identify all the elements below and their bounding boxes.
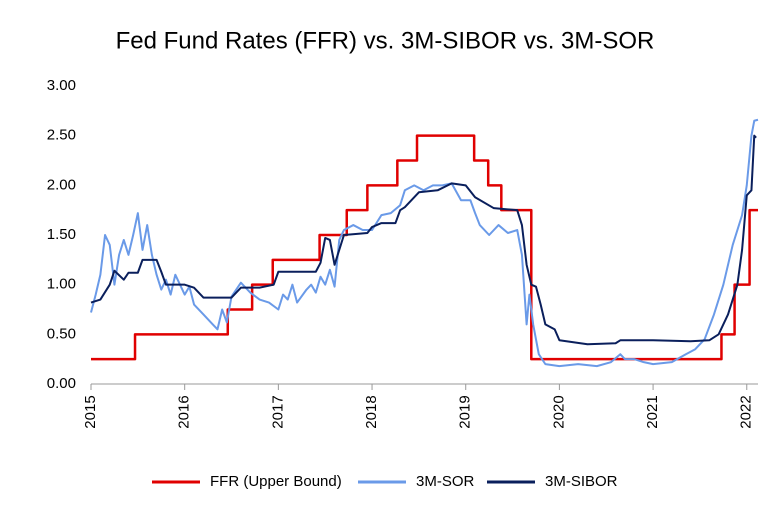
legend-label: 3M-SIBOR <box>545 473 618 490</box>
x-tick-label: 2021 <box>644 395 661 428</box>
chart-title: Fed Fund Rates (FFR) vs. 3M-SIBOR vs. 3M… <box>116 27 655 54</box>
y-tick-label: 0.00 <box>47 375 76 392</box>
y-tick-label: 2.50 <box>47 127 76 144</box>
legend-label: 3M-SOR <box>416 473 475 490</box>
x-tick-label: 2015 <box>82 395 99 428</box>
x-tick-label: 2018 <box>363 395 380 428</box>
y-tick-label: 1.50 <box>47 226 76 243</box>
x-tick-label: 2020 <box>550 395 567 428</box>
x-tick-label: 2019 <box>457 395 474 428</box>
series-line <box>91 134 758 361</box>
x-tick-label: 2016 <box>176 395 193 428</box>
y-tick-label: 3.00 <box>47 77 76 94</box>
y-tick-label: 0.50 <box>47 325 76 342</box>
legend-label: FFR (Upper Bound) <box>210 473 342 490</box>
y-tick-label: 2.00 <box>47 176 76 193</box>
series-line <box>90 118 759 368</box>
series-line <box>90 134 757 346</box>
x-tick-label: 2017 <box>269 395 286 428</box>
y-tick-label: 1.00 <box>47 276 76 293</box>
x-tick-label: 2022 <box>738 395 755 428</box>
